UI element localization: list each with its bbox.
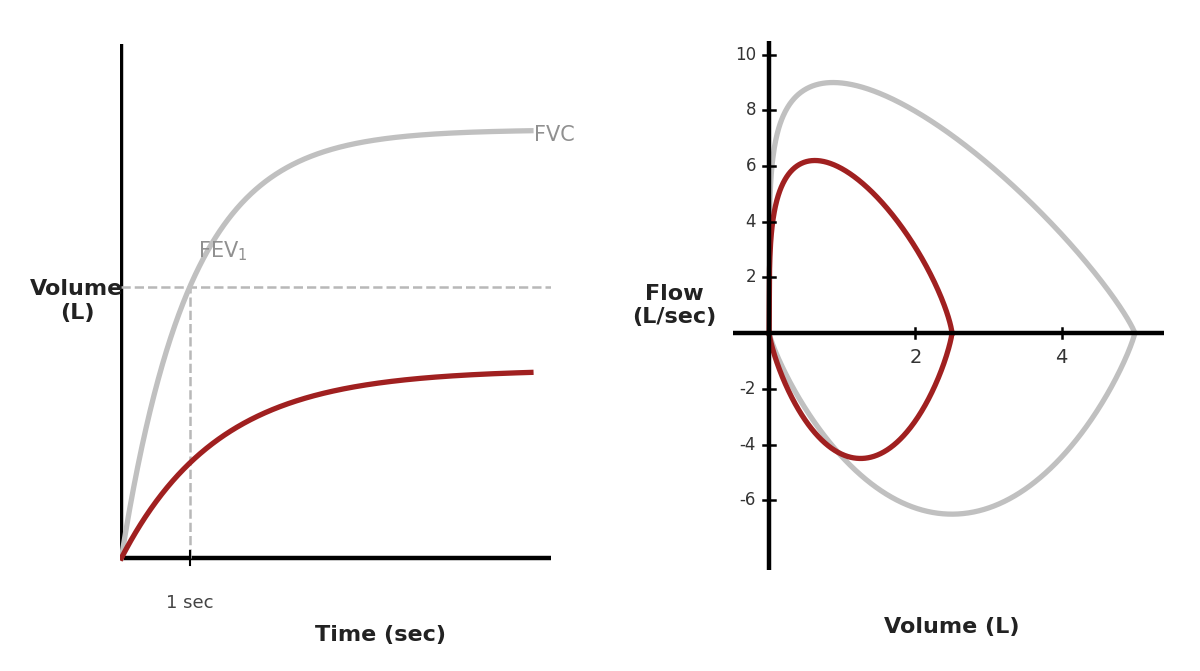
Text: 8: 8 [745,101,756,119]
Text: Volume
(L): Volume (L) [30,279,124,323]
Text: 6: 6 [745,157,756,175]
Text: Flow
(L/sec): Flow (L/sec) [632,284,716,327]
Text: 10: 10 [734,46,756,64]
Text: Volume (L): Volume (L) [884,617,1020,637]
Text: -6: -6 [739,491,756,509]
Text: 2: 2 [745,268,756,287]
Text: -4: -4 [739,435,756,454]
Text: Time (sec): Time (sec) [316,625,446,645]
Text: 4: 4 [1056,348,1068,368]
Text: -2: -2 [739,380,756,398]
Text: FVC: FVC [534,125,575,145]
Text: 4: 4 [745,213,756,231]
Text: 2: 2 [910,348,922,368]
Text: FEV$_1$: FEV$_1$ [198,240,247,263]
Text: 1 sec: 1 sec [166,594,214,612]
